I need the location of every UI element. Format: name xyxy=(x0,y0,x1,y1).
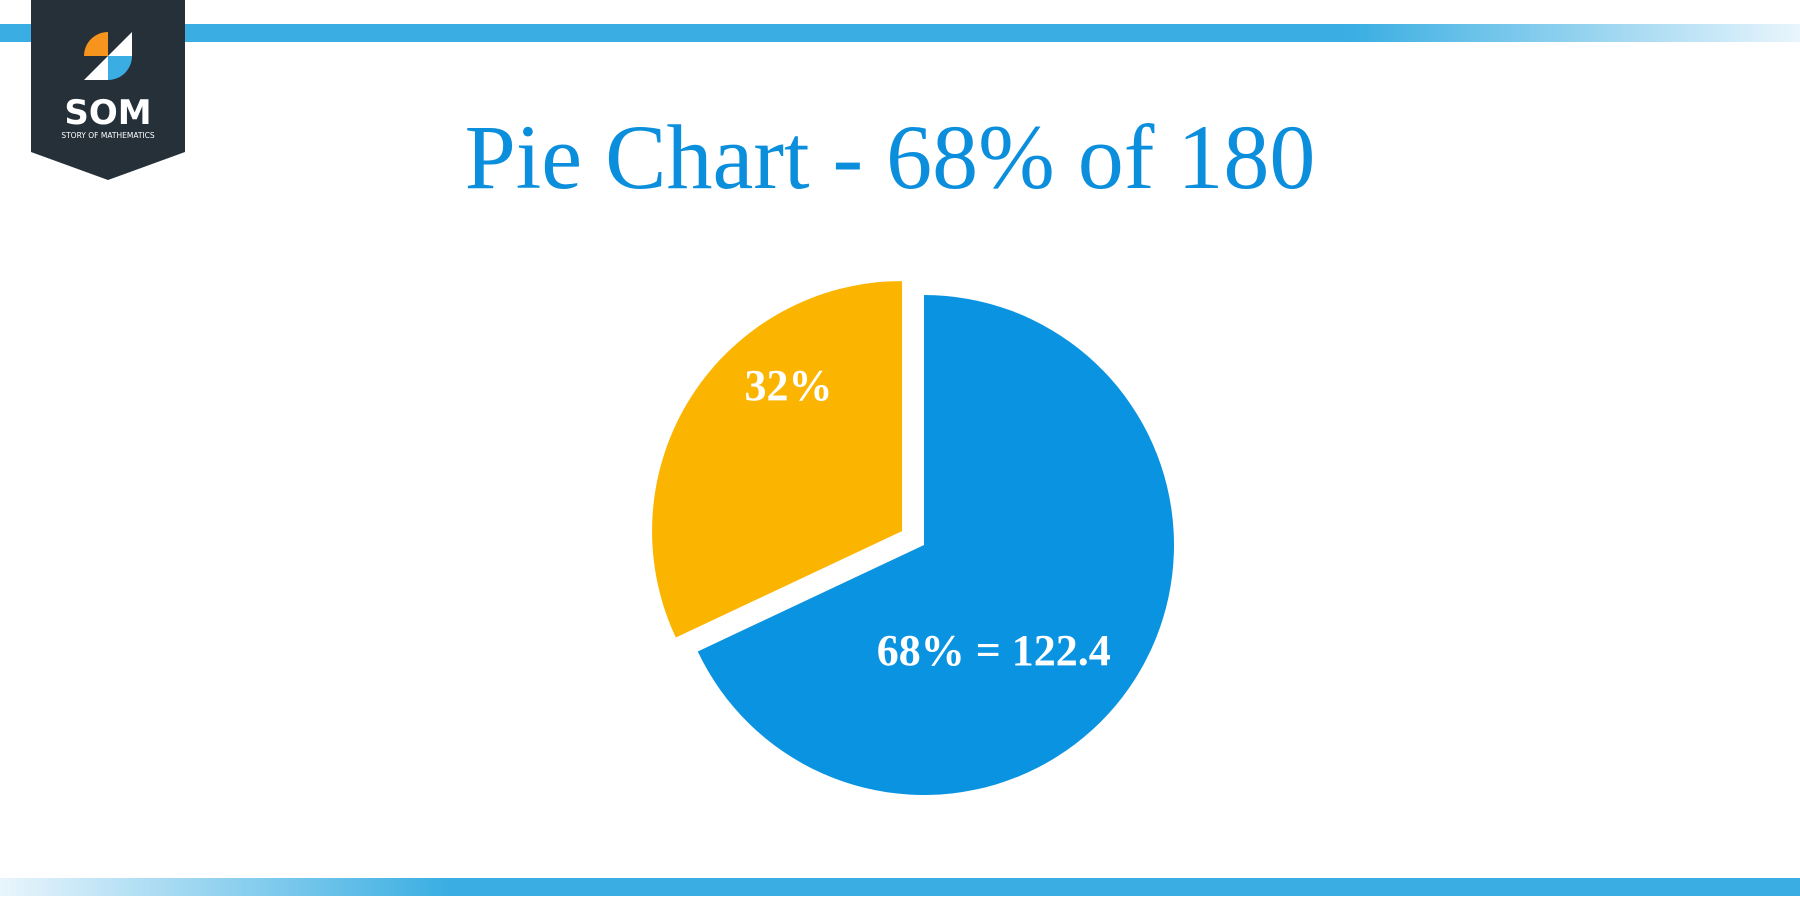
bottom-band xyxy=(0,878,1800,896)
value-label: 32% xyxy=(745,361,833,410)
chart-title: Pie Chart - 68% of 180 xyxy=(465,106,1316,208)
pie-slice xyxy=(697,295,1174,795)
pie-slice xyxy=(652,281,903,638)
logo-icon xyxy=(84,32,108,56)
top-band xyxy=(0,24,1800,42)
logo-text: SOM xyxy=(64,93,151,133)
logo-icon xyxy=(84,32,132,80)
value-label: 68% = 122.4 xyxy=(877,626,1111,675)
logo-badge xyxy=(31,0,185,180)
logo-icon xyxy=(108,56,132,80)
logo: SOM STORY OF MATHEMATICS xyxy=(31,0,185,180)
logo-subtitle: STORY OF MATHEMATICS xyxy=(61,131,155,140)
